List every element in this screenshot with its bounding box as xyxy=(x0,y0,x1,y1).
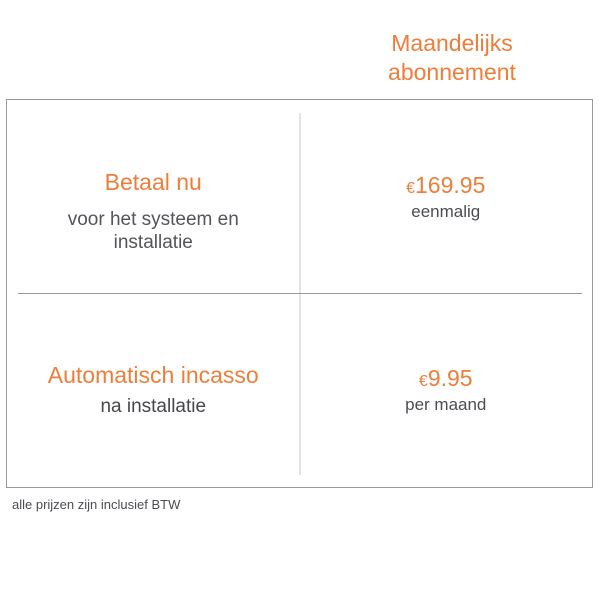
price-value: 169.95 xyxy=(415,171,486,198)
column-divider xyxy=(298,113,301,475)
currency-symbol: € xyxy=(406,179,416,197)
price: €169.95 xyxy=(406,172,485,199)
price: €9.95 xyxy=(419,365,473,392)
payment-option-cell: Betaal nu voor het systeem en installati… xyxy=(7,100,300,294)
page-title-line1: Maandelijks xyxy=(391,30,513,56)
option-label: Automatisch incasso xyxy=(47,362,259,389)
option-label: Betaal nu xyxy=(104,169,202,196)
pricing-table: Betaal nu voor het systeem en installati… xyxy=(6,99,593,488)
price-cell: €9.95 per maand xyxy=(300,294,593,488)
page-title-line2: abonnement xyxy=(388,59,516,85)
currency-symbol: € xyxy=(418,373,428,391)
table-row-direct-debit: Automatisch incasso na installatie €9.95… xyxy=(7,294,592,488)
price-value: 9.95 xyxy=(427,365,473,392)
option-sublabel: voor het systeem en installatie xyxy=(67,209,239,254)
page-title: Maandelijks abonnement xyxy=(308,29,596,87)
table-row-pay-now: Betaal nu voor het systeem en installati… xyxy=(7,100,592,294)
price-note: eenmalig xyxy=(411,201,481,221)
price-cell: €169.95 eenmalig xyxy=(300,100,593,294)
option-sublabel: na installatie xyxy=(100,396,207,418)
payment-option-cell: Automatisch incasso na installatie xyxy=(7,294,300,488)
price-note: per maand xyxy=(405,395,487,415)
vat-note: alle prijzen zijn inclusief BTW xyxy=(12,497,181,512)
row-divider xyxy=(18,292,582,294)
